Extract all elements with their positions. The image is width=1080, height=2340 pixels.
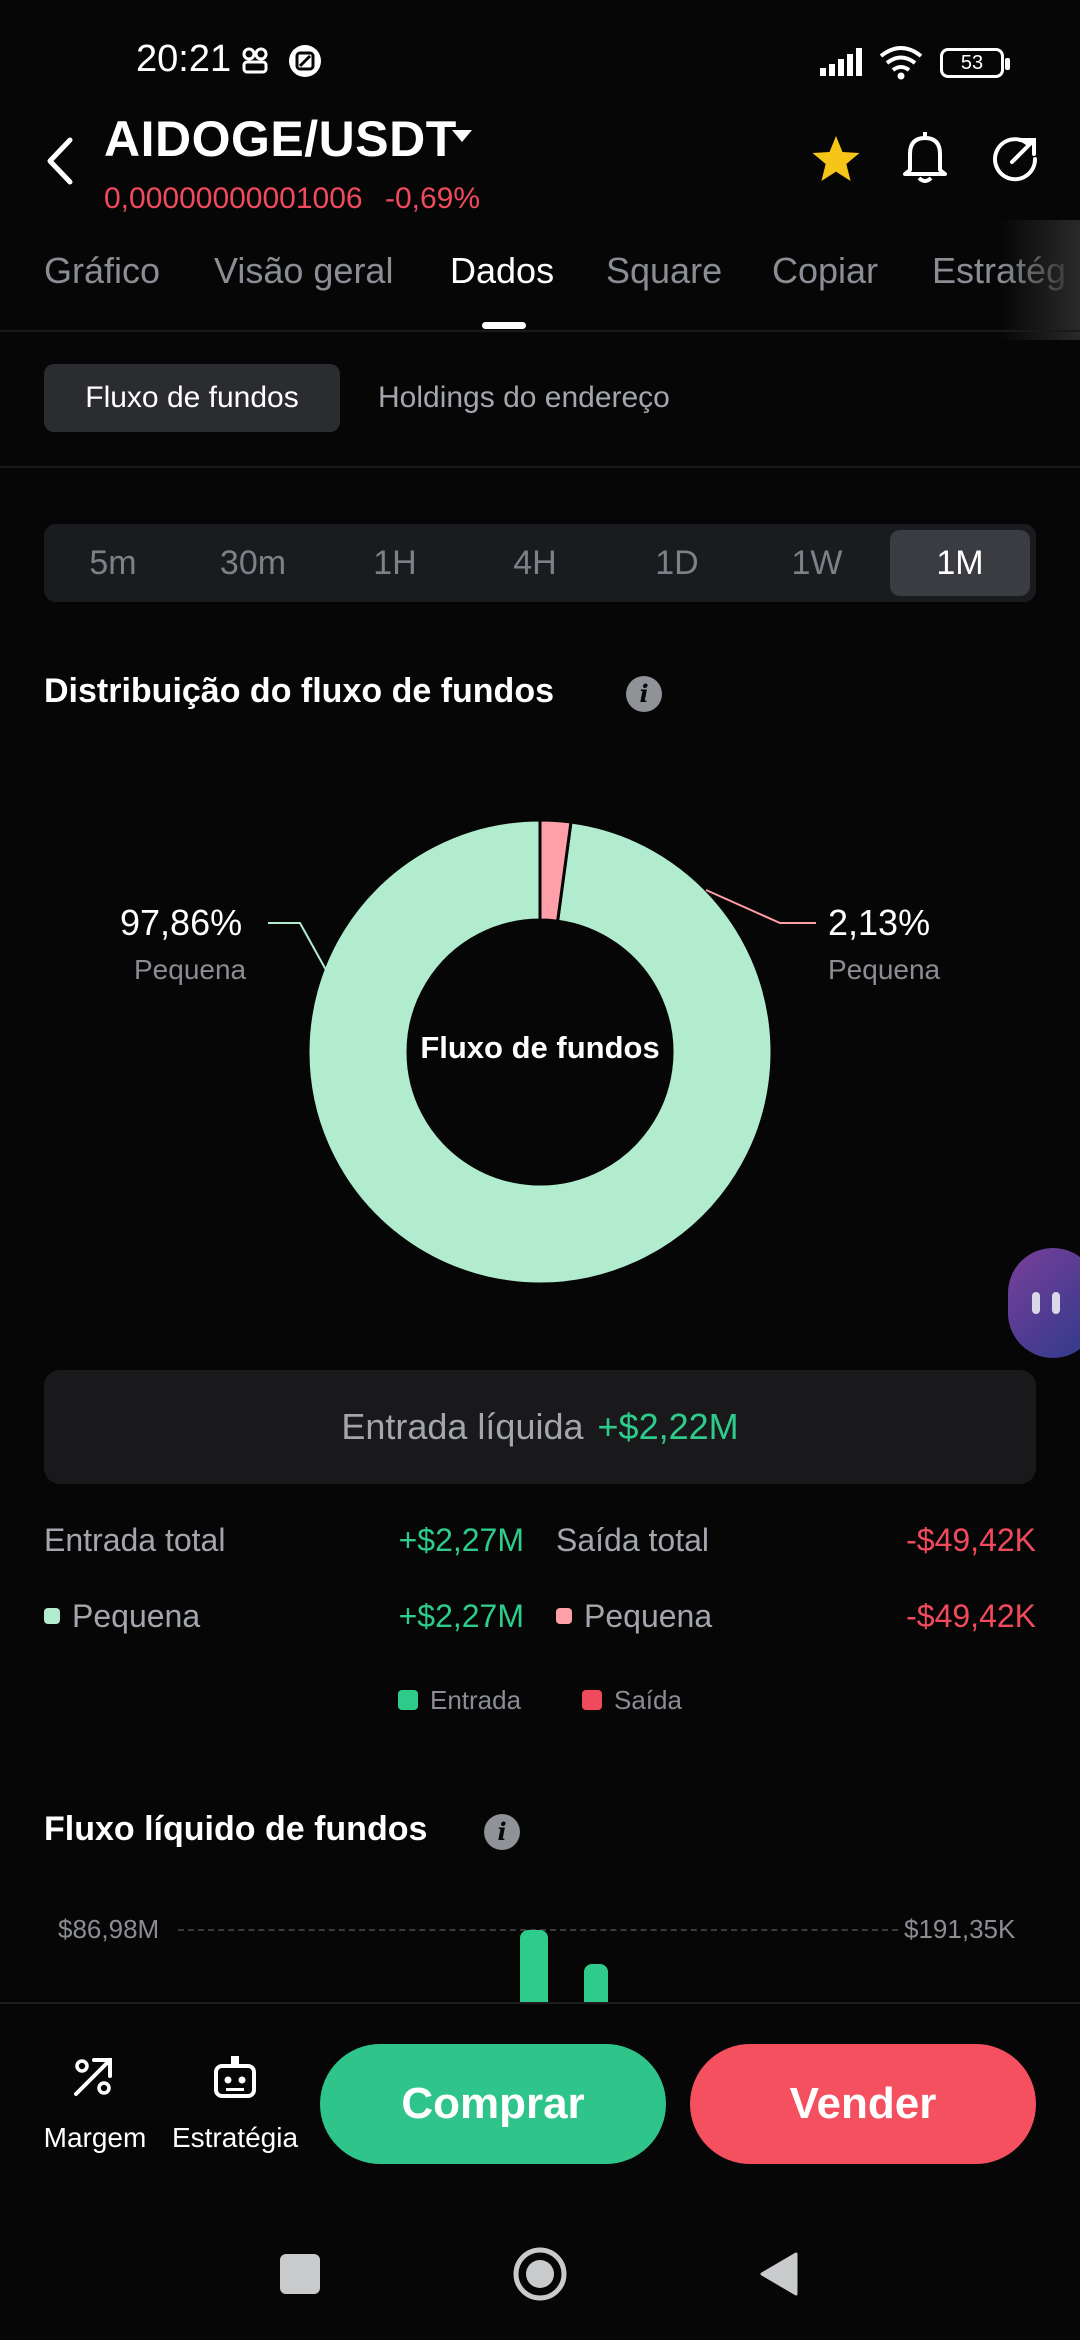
info-icon[interactable]: i bbox=[626, 676, 662, 712]
left-slice-label: Pequena bbox=[134, 954, 247, 985]
net-flow-bar bbox=[520, 1930, 548, 2010]
range-4h[interactable]: 4H bbox=[513, 544, 557, 582]
home-button[interactable] bbox=[512, 2246, 568, 2302]
total-inflow-label: Entrada total bbox=[44, 1522, 226, 1558]
range-1m[interactable]: 1M bbox=[890, 530, 1030, 596]
net-flow-info-icon[interactable]: i bbox=[484, 1814, 520, 1850]
small-inflow-dot bbox=[44, 1608, 60, 1624]
floating-assistant-button[interactable] bbox=[1008, 1248, 1080, 1358]
total-inflow-value: +$2,27M bbox=[398, 1522, 524, 1558]
wifi-icon bbox=[879, 46, 923, 80]
signal-icon bbox=[820, 48, 862, 76]
price-change: -0,69% bbox=[384, 182, 481, 215]
back-icon[interactable] bbox=[44, 136, 76, 186]
tab-copiar[interactable]: Copiar bbox=[772, 250, 879, 291]
subtab-holdings[interactable]: Holdings do endereço bbox=[378, 381, 670, 414]
caret-down-icon[interactable] bbox=[450, 128, 474, 144]
notification-icon bbox=[242, 47, 268, 74]
strategy-label[interactable]: Estratégia bbox=[171, 2122, 299, 2153]
range-30m[interactable]: 30m bbox=[219, 544, 287, 582]
distribution-title: Distribuição do fluxo de fundos bbox=[44, 672, 554, 710]
donut-center-label: Fluxo de fundos bbox=[420, 1030, 660, 1065]
right-slice-label: Pequena bbox=[828, 954, 941, 985]
total-outflow-label: Saída total bbox=[556, 1522, 709, 1558]
legend-outflow-swatch bbox=[582, 1690, 602, 1710]
time-range-selector: 5m 30m 1H 4H 1D 1W 1M bbox=[44, 524, 1036, 602]
sell-button[interactable]: Vender bbox=[690, 2044, 1036, 2164]
margin-label[interactable]: Margem bbox=[43, 2122, 147, 2153]
small-inflow-value: +$2,27M bbox=[398, 1598, 524, 1634]
tab-square[interactable]: Square bbox=[606, 250, 723, 291]
subtab-fluxo-de-fundos[interactable]: Fluxo de fundos bbox=[44, 364, 340, 432]
net-inflow-label: Entrada líquida bbox=[341, 1406, 584, 1447]
legend-inflow-label: Entrada bbox=[430, 1685, 522, 1715]
main-tabs: Gráfico Visão geral Dados Square Copiar … bbox=[0, 250, 1080, 330]
tab-dados[interactable]: Dados bbox=[450, 250, 555, 291]
range-1h[interactable]: 1H bbox=[373, 544, 417, 582]
net-flow-right-axis: $191,35K bbox=[904, 1914, 1016, 1944]
active-tab-indicator bbox=[482, 322, 526, 329]
share-icon[interactable] bbox=[990, 134, 1040, 184]
legend-outflow-label: Saída bbox=[614, 1685, 682, 1715]
buy-button[interactable]: Comprar bbox=[320, 2044, 666, 2164]
battery-indicator: 53 bbox=[940, 48, 1010, 78]
range-1d[interactable]: 1D bbox=[655, 544, 699, 582]
status-time: 20:21 bbox=[136, 38, 232, 80]
tab-grafico[interactable]: Gráfico bbox=[44, 250, 161, 291]
right-slice-value: 2,13% bbox=[828, 902, 931, 943]
donut-slice-inflow bbox=[306, 818, 774, 1286]
tab-visao-geral[interactable]: Visão geral bbox=[214, 250, 394, 291]
net-inflow-box: Entrada líquida +$2,22M bbox=[44, 1370, 1036, 1484]
recent-apps-button[interactable] bbox=[280, 2254, 320, 2294]
right-callout-line bbox=[705, 889, 816, 924]
small-inflow-label: Pequena bbox=[72, 1598, 201, 1634]
bell-icon[interactable] bbox=[902, 130, 948, 186]
current-price: 0,00000000001006 bbox=[104, 182, 363, 215]
net-flow-left-axis: $86,98M bbox=[58, 1914, 160, 1944]
left-slice-value: 97,86% bbox=[120, 902, 243, 943]
tabs-divider bbox=[0, 330, 1080, 332]
total-outflow-value: -$49,42K bbox=[906, 1522, 1036, 1558]
small-outflow-dot bbox=[556, 1608, 572, 1624]
donut-slice-outflow bbox=[538, 818, 573, 923]
app-notification-icon bbox=[289, 45, 321, 77]
subtabs-divider bbox=[0, 466, 1080, 468]
distribution-donut-chart bbox=[268, 818, 816, 1286]
tabs-scroll-fade bbox=[1000, 220, 1080, 340]
net-inflow-value: +$2,22M bbox=[597, 1406, 739, 1447]
trading-pair-title[interactable]: AIDOGE/USDT bbox=[104, 111, 457, 167]
small-outflow-label: Pequena bbox=[584, 1598, 713, 1634]
system-back-button[interactable] bbox=[758, 2250, 800, 2298]
donut-slices bbox=[306, 818, 774, 1286]
range-5m[interactable]: 5m bbox=[89, 544, 137, 582]
price-row: 0,00000000001006 -0,69% bbox=[104, 182, 480, 216]
small-outflow-value: -$49,42K bbox=[906, 1598, 1036, 1634]
strategy-bot-icon[interactable] bbox=[210, 2054, 260, 2100]
favorite-star-icon[interactable] bbox=[810, 134, 862, 184]
margin-icon[interactable] bbox=[70, 2054, 116, 2100]
net-flow-title: Fluxo líquido de fundos bbox=[44, 1810, 428, 1848]
legend-inflow-swatch bbox=[398, 1690, 418, 1710]
left-callout-line bbox=[268, 922, 327, 971]
range-1w[interactable]: 1W bbox=[791, 544, 843, 582]
